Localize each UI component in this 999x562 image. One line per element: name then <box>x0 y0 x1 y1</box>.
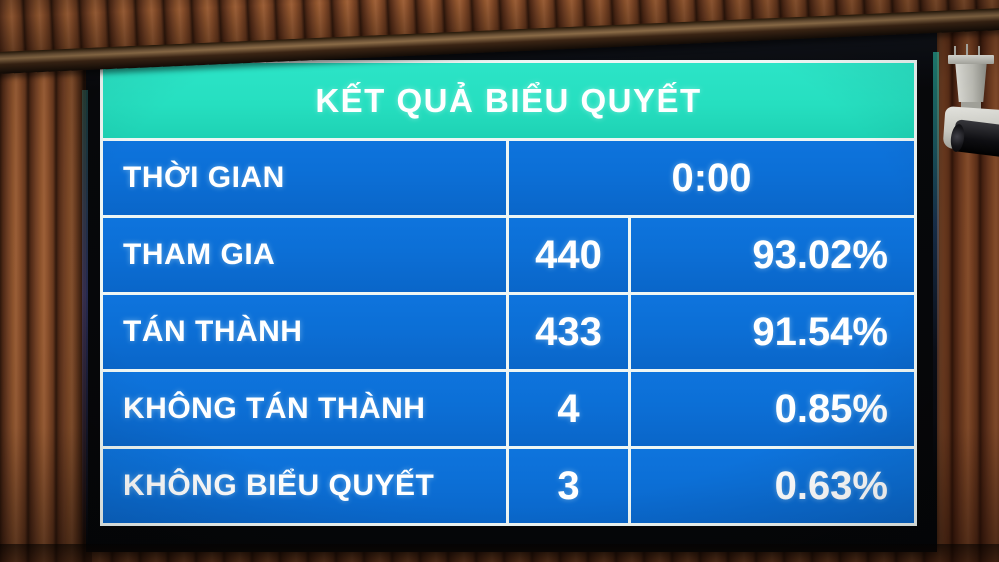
participate-count: 440 <box>509 218 628 292</box>
camera-screw <box>966 44 968 56</box>
row-label-approve: TÁN THÀNH <box>103 295 506 369</box>
approve-count: 433 <box>509 295 628 369</box>
camera-mount-plate <box>948 55 994 64</box>
bottom-shadow <box>0 544 999 562</box>
camera-neck <box>961 102 981 110</box>
camera-screw <box>978 46 980 56</box>
screen-reflection-right <box>933 52 939 482</box>
row-label-participate: THAM GIA <box>103 218 506 292</box>
camera-screw <box>954 46 956 56</box>
screen-reflection-left <box>82 90 88 545</box>
row-label-abstain: KHÔNG BIỂU QUYẾT <box>103 449 506 523</box>
disapprove-percent: 0.85% <box>631 372 914 446</box>
row-label-time: THỜI GIAN <box>103 141 506 215</box>
row-label-disapprove: KHÔNG TÁN THÀNH <box>103 372 506 446</box>
board-title: KẾT QUẢ BIỂU QUYẾT <box>103 63 914 138</box>
surveillance-camera-icon <box>940 44 999 164</box>
led-voting-screen: KẾT QUẢ BIỂU QUYẾT THỜI GIAN 0:00 THAM G… <box>86 26 937 552</box>
approve-percent: 91.54% <box>631 295 914 369</box>
camera-bracket <box>955 64 987 102</box>
abstain-count: 3 <box>509 449 628 523</box>
voting-results-table: KẾT QUẢ BIỂU QUYẾT THỜI GIAN 0:00 THAM G… <box>100 60 917 526</box>
disapprove-count: 4 <box>509 372 628 446</box>
abstain-percent: 0.63% <box>631 449 914 523</box>
time-value: 0:00 <box>509 141 914 215</box>
participate-percent: 93.02% <box>631 218 914 292</box>
